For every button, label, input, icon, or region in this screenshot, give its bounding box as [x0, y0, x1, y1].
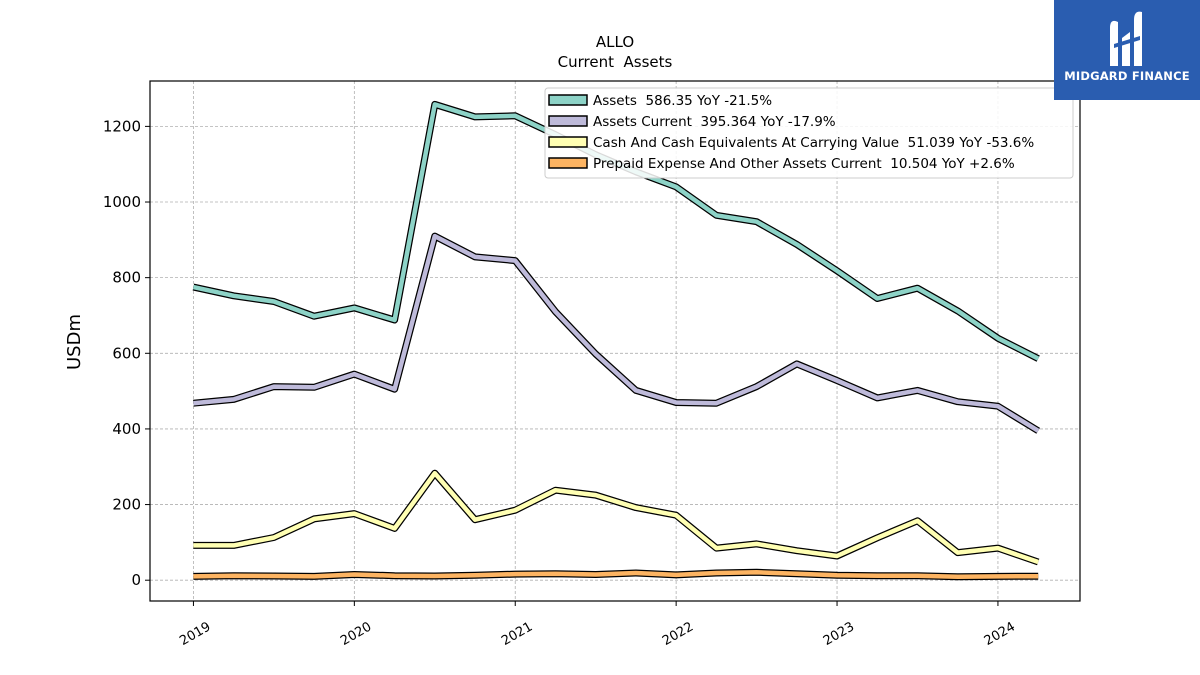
logo-text: MIDGARD FINANCE: [1064, 69, 1190, 83]
y-tick-label: 0: [131, 571, 141, 589]
y-tick-label: 600: [112, 344, 141, 362]
y-tick-label: 1200: [103, 117, 141, 135]
legend-label-2: Cash And Cash Equivalents At Carrying Va…: [593, 135, 1034, 151]
legend-swatch-2: [548, 136, 588, 148]
y-tick-label: 200: [112, 496, 141, 514]
series-line-2: [193, 470, 1039, 565]
x-tick-label: 2021: [499, 619, 535, 649]
legend-box: [544, 87, 1074, 179]
x-tick-label: 2020: [338, 619, 374, 649]
midgard-finance-logo: MIDGARD FINANCE: [1054, 0, 1200, 100]
x-tick-label: 2022: [660, 619, 696, 649]
legend: Assets 586.35 YoY -21.5% Assets Current 3…: [544, 87, 1074, 179]
legend-label-1: Assets Current 395.364 YoY -17.9%: [593, 114, 836, 130]
legend-label-0: Assets 586.35 YoY -21.5%: [593, 93, 772, 109]
series-outline-1: [193, 232, 1041, 434]
legend-swatch-0: [548, 94, 588, 106]
x-tick-label: 2024: [982, 619, 1018, 649]
y-tick-label: 400: [112, 420, 141, 438]
y-tick-label: 1000: [103, 193, 141, 211]
y-tick-label: 800: [112, 269, 141, 287]
logo-mark-icon: [1110, 11, 1142, 66]
chart-subtitle: Current Assets: [558, 53, 673, 71]
legend-label-3: Prepaid Expense And Other Assets Current…: [593, 156, 1015, 172]
legend-swatch-3: [548, 157, 588, 169]
legend-swatch-1: [548, 115, 588, 127]
plot-frame: [149, 80, 1081, 602]
chart-title: ALLO: [596, 33, 634, 51]
series-line-1: [193, 233, 1040, 433]
y-axis-label: USDm: [64, 314, 85, 370]
x-tick-label: 2023: [821, 619, 857, 649]
series-line-3: [193, 570, 1039, 580]
x-tick-label: 2019: [177, 619, 213, 649]
